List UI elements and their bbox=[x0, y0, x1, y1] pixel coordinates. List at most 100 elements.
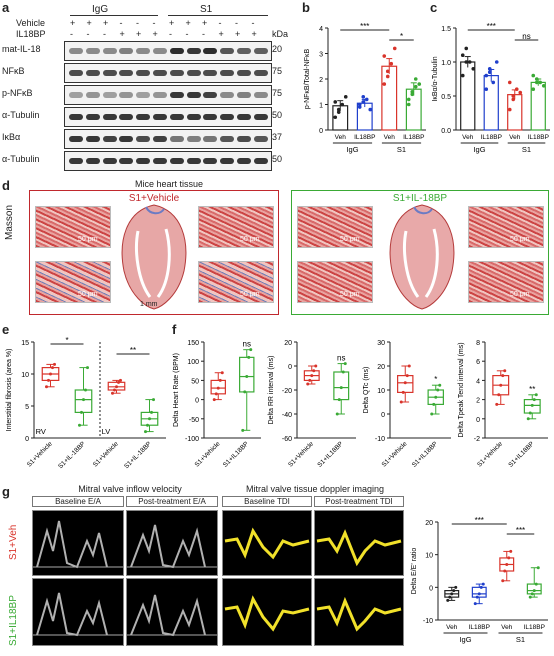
blot-band bbox=[85, 158, 100, 164]
data-point bbox=[113, 388, 116, 392]
blot-band bbox=[119, 92, 134, 98]
blot-band bbox=[203, 114, 218, 120]
data-point bbox=[518, 90, 523, 95]
data-point bbox=[243, 390, 247, 394]
x-tick-label: S1+Vehicle bbox=[26, 440, 54, 468]
box bbox=[471, 586, 487, 598]
blot-band bbox=[169, 136, 184, 142]
vehicle-scale-1: 50 μm bbox=[78, 236, 98, 243]
data-point bbox=[399, 400, 403, 404]
y-tick-label: 1.5 bbox=[441, 26, 451, 33]
echo-row-label-il18bp: S1+IL18BP bbox=[8, 595, 19, 646]
data-point bbox=[220, 371, 224, 375]
data-point bbox=[385, 69, 390, 74]
significance-label: ns bbox=[243, 340, 251, 349]
data-point bbox=[336, 110, 341, 114]
chart-f3: -10 0 10 20 30 Delta QTc (ms) S1+Vehicle S1+IL1… bbox=[363, 340, 451, 469]
x-tick-label: S1+IL18BP bbox=[316, 440, 344, 468]
data-point bbox=[405, 374, 409, 378]
il18bp-micro-top-left bbox=[297, 206, 373, 248]
y-tick-label: 15 bbox=[21, 340, 29, 347]
significance-label: ** bbox=[130, 346, 136, 355]
blot-band bbox=[136, 48, 151, 54]
data-point bbox=[487, 67, 492, 71]
blot-band bbox=[237, 70, 251, 76]
data-point bbox=[501, 579, 505, 583]
x-tick-label: S1+Vehicle bbox=[92, 440, 120, 468]
data-point bbox=[51, 366, 54, 370]
vehicle-micro-bottom-left bbox=[35, 261, 111, 303]
y-tick-label: 0 bbox=[429, 585, 433, 592]
il18bp-mark-5: + bbox=[152, 29, 158, 39]
data-point bbox=[481, 582, 485, 586]
blot-row-label-3: α-Tubulin bbox=[2, 110, 40, 120]
y-tick-label: -20 bbox=[282, 388, 292, 395]
blot-band bbox=[69, 114, 83, 120]
data-point bbox=[335, 412, 339, 416]
panel-label-g: g bbox=[2, 484, 10, 499]
vehicle-mark-6: + bbox=[169, 18, 175, 28]
data-point bbox=[357, 102, 362, 107]
blot-band bbox=[69, 48, 83, 54]
il18bp-mark-11: + bbox=[251, 29, 257, 39]
blot-band bbox=[153, 70, 167, 76]
blot-row-label-2: p-NFκB bbox=[2, 88, 33, 98]
blot-band bbox=[119, 70, 134, 76]
blot-kda-0: 20 bbox=[272, 44, 283, 54]
y-tick-label: 0 bbox=[319, 128, 323, 135]
il18bp-mark-10: + bbox=[235, 29, 241, 39]
data-point bbox=[115, 385, 118, 389]
y-tick-label: 8 bbox=[476, 340, 480, 347]
group-label: S1 bbox=[522, 145, 531, 154]
blot-band bbox=[136, 136, 151, 142]
y-axis-label: Delta Tpeak Tend interval (ms) bbox=[458, 342, 465, 437]
echo-header-4: Post-treatment TDI bbox=[314, 496, 404, 507]
y-tick-label: 10 bbox=[21, 372, 29, 379]
data-point bbox=[434, 395, 438, 399]
blot-band bbox=[253, 114, 268, 120]
blot-kda-5: 50 bbox=[272, 154, 283, 164]
data-point bbox=[473, 602, 477, 606]
y-tick-label: 30 bbox=[377, 340, 385, 347]
data-point bbox=[491, 80, 496, 85]
y-tick-label: 1.0 bbox=[441, 60, 451, 67]
data-point bbox=[306, 382, 310, 386]
x-tick-label: Veh bbox=[446, 624, 458, 631]
y-axis-label: p-NFκB/Total-NFκB bbox=[304, 49, 311, 110]
echo-veh-baseline-ea bbox=[32, 510, 124, 576]
blot-band bbox=[220, 114, 235, 120]
panel-label-a: a bbox=[2, 0, 10, 15]
x-tick-label: S1+IL18BP bbox=[222, 440, 250, 468]
echo-il18bp-baseline-tdi bbox=[222, 578, 312, 646]
blot-band bbox=[69, 70, 83, 76]
data-point bbox=[448, 595, 452, 599]
data-point bbox=[368, 107, 373, 112]
significance-label: ** bbox=[529, 385, 535, 394]
blot-band bbox=[136, 70, 151, 76]
blot-band bbox=[186, 158, 201, 164]
data-point bbox=[45, 385, 48, 389]
data-point bbox=[389, 61, 394, 66]
y-tick-label: 0 bbox=[25, 436, 29, 443]
kda-label: kDa bbox=[272, 29, 289, 39]
vehicle-mark-0: + bbox=[70, 18, 76, 28]
echo-header-3: Baseline TDI bbox=[222, 496, 312, 507]
blot-band bbox=[186, 92, 201, 98]
blot-band bbox=[186, 48, 201, 54]
echo-row-label-veh: S1+Veh bbox=[8, 524, 19, 560]
y-tick-label: 4 bbox=[476, 378, 480, 385]
il18bp-mark-4: + bbox=[136, 29, 142, 39]
blot-band bbox=[169, 114, 184, 120]
y-axis-label: Delta RR interval (ms) bbox=[268, 356, 275, 425]
bar bbox=[460, 61, 476, 131]
echo-il18bp-baseline-ea bbox=[32, 578, 124, 646]
data-point bbox=[339, 386, 343, 390]
il18bp-mark-7: - bbox=[185, 29, 189, 39]
blot-row-label-0: mat-IL-18 bbox=[2, 44, 41, 54]
vehicle-scale-2: 50 μm bbox=[240, 236, 260, 243]
vehicle-mark-2: + bbox=[103, 18, 109, 28]
data-point bbox=[534, 393, 538, 397]
vehicle-heart-section bbox=[121, 204, 187, 310]
significance-label: *** bbox=[360, 22, 369, 31]
data-point bbox=[382, 82, 387, 86]
